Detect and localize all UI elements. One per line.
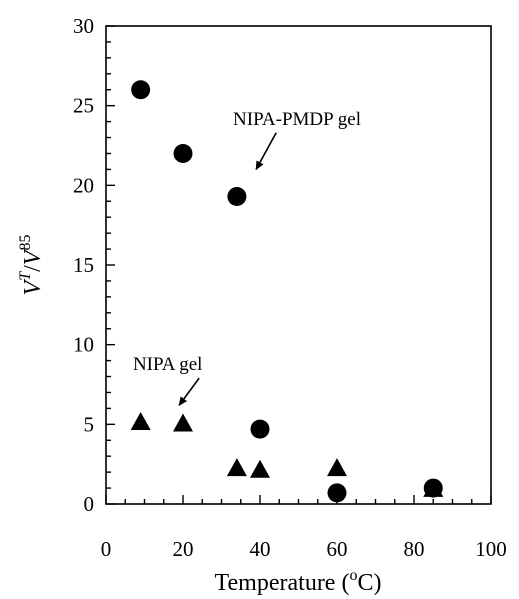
triangle-marker xyxy=(327,458,347,477)
y-tick-label: 25 xyxy=(73,94,94,118)
x-tick-label: 80 xyxy=(404,537,425,561)
x-axis-title: Temperature (oC) xyxy=(215,567,382,596)
y-tick-label: 30 xyxy=(73,14,94,38)
y-axis-title: VT/V85 xyxy=(17,235,46,296)
triangle-marker xyxy=(226,458,247,477)
circle-marker xyxy=(250,419,270,439)
circle-marker xyxy=(227,186,247,206)
axis-ticks xyxy=(105,25,492,505)
y-tick-label: 15 xyxy=(73,253,94,277)
y-tick-label: 0 xyxy=(84,492,95,516)
x-tick-label: 20 xyxy=(173,537,194,561)
circle-marker xyxy=(327,483,347,503)
y-tick-label: 20 xyxy=(73,173,94,197)
triangle-marker xyxy=(250,459,270,478)
triangle-marker xyxy=(130,411,151,430)
y-tick-label: 5 xyxy=(84,412,95,436)
x-tick-label: 40 xyxy=(250,537,271,561)
triangle-marker xyxy=(173,413,193,432)
annotation-label: NIPA-PMDP gel xyxy=(233,109,361,130)
annotation-arrow xyxy=(178,377,200,407)
annotation-label: NIPA gel xyxy=(133,354,203,375)
tick-labels: 0 20 40 60 80 100 0 5 10 15 20 25 30 xyxy=(73,14,507,561)
x-tick-label: 60 xyxy=(327,537,348,561)
x-tick-label: 0 xyxy=(101,537,112,561)
plot-frame xyxy=(105,25,492,505)
annotations: NIPA-PMDP gel NIPA gel xyxy=(133,109,361,407)
annotation-arrow xyxy=(255,132,277,171)
data-markers xyxy=(130,80,444,503)
circle-marker xyxy=(173,143,193,163)
circle-marker xyxy=(131,80,151,100)
x-tick-label: 100 xyxy=(475,537,507,561)
triangle-marker xyxy=(423,478,444,497)
y-tick-label: 10 xyxy=(73,333,94,357)
